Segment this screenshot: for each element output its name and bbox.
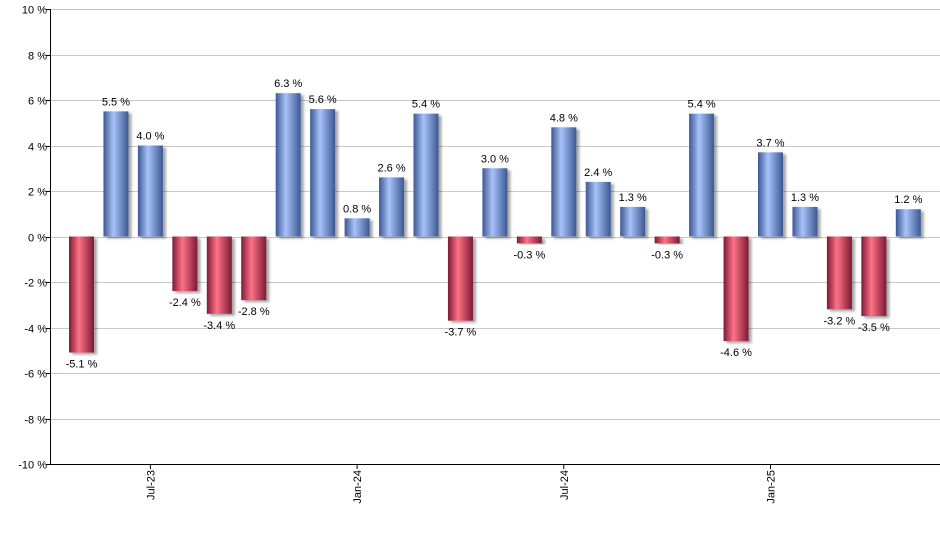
bar-negative	[172, 236, 198, 292]
y-tick-label: 8 %	[28, 51, 47, 63]
bar-value-label: 4.8 %	[550, 112, 578, 124]
bar-value-label: 5.4 %	[412, 99, 440, 111]
bar-negative	[241, 236, 267, 301]
bar-positive	[275, 93, 301, 237]
bar-value-label: 5.6 %	[309, 94, 337, 106]
bar-positive	[551, 127, 577, 237]
bar-negative	[69, 236, 94, 353]
bars	[69, 93, 921, 353]
bar-value-label: -5.1 %	[66, 359, 98, 371]
bar-value-label: 1.3 %	[791, 192, 819, 204]
y-tick-label: -6 %	[24, 369, 47, 381]
y-tick-label: -2 %	[24, 278, 47, 290]
bar-value-label: 0.8 %	[343, 203, 371, 215]
x-tick-label: Jul-24	[559, 470, 571, 500]
bar-positive	[895, 209, 921, 237]
bar-value-label: -2.4 %	[169, 297, 201, 309]
bar-value-label: 3.7 %	[756, 137, 784, 149]
bar-positive	[137, 145, 163, 237]
y-tick-label: -10 %	[18, 460, 47, 472]
bar-positive	[585, 181, 611, 237]
bar-value-label: -3.2 %	[824, 315, 856, 327]
bar-positive	[344, 218, 370, 237]
bar-negative	[826, 236, 852, 310]
bar-negative	[447, 236, 473, 321]
y-tick-label: -4 %	[24, 324, 47, 336]
bar-positive	[310, 109, 336, 237]
bar-value-label: 1.3 %	[619, 192, 647, 204]
y-tick-label: 6 %	[28, 96, 47, 108]
bar-value-label: 6.3 %	[274, 78, 302, 90]
bar-value-label: 4.0 %	[136, 131, 164, 143]
y-tick-label: 10 %	[22, 5, 47, 17]
bar-value-label: 3.0 %	[481, 153, 509, 165]
bar-positive	[792, 206, 818, 237]
bar-negative	[861, 236, 887, 317]
y-tick-label: -8 %	[24, 415, 47, 427]
bar-value-label: -3.4 %	[203, 320, 235, 332]
bar-positive	[482, 168, 508, 237]
x-tick-label: Jan-24	[352, 470, 364, 504]
x-tick-label: Jul-23	[145, 470, 157, 500]
y-tick-label: 0 %	[28, 233, 47, 245]
bar-positive	[379, 177, 405, 237]
bar-value-label: 1.2 %	[894, 194, 922, 206]
bar-value-label: -0.3 %	[651, 249, 683, 261]
bar-value-label: -4.6 %	[720, 347, 752, 359]
bar-value-label: -0.3 %	[513, 249, 545, 261]
x-tick-label: Jan-25	[766, 470, 778, 504]
bar-value-label: 5.4 %	[688, 99, 716, 111]
bar-value-label: 2.6 %	[377, 162, 405, 174]
bar-negative	[516, 236, 542, 244]
bar-negative	[723, 236, 749, 342]
x-axis-tick-labels: Jul-23 Jan-24 Jul-24 Jan-25	[145, 470, 777, 504]
bar-positive	[413, 113, 439, 237]
bar-value-label: 5.5 %	[102, 96, 130, 108]
bar-value-label: 2.4 %	[584, 167, 612, 179]
y-axis-tick-labels: 10 % 8 % 6 % 4 % 2 % 0 % -2 % -4 % -6 % -8 % -10 %	[18, 5, 47, 472]
bar-positive	[689, 113, 715, 237]
bar-positive	[620, 206, 646, 237]
bar-value-label: -3.7 %	[445, 327, 477, 339]
bar-positive	[758, 152, 783, 237]
axes	[50, 9, 940, 469]
bar-data-labels: -5.1 % 5.5 % 4.0 % -2.4 %-3.4 %-2.8 % 6.3 % 5…	[66, 78, 923, 370]
bar-negative	[654, 236, 680, 244]
bar-value-label: -3.5 %	[858, 322, 890, 334]
bar-value-label: -2.8 %	[238, 306, 270, 318]
y-tick-label: 4 %	[28, 142, 47, 154]
bar-negative	[206, 236, 232, 314]
bar-positive	[103, 111, 129, 237]
y-tick-label: 2 %	[28, 187, 47, 199]
